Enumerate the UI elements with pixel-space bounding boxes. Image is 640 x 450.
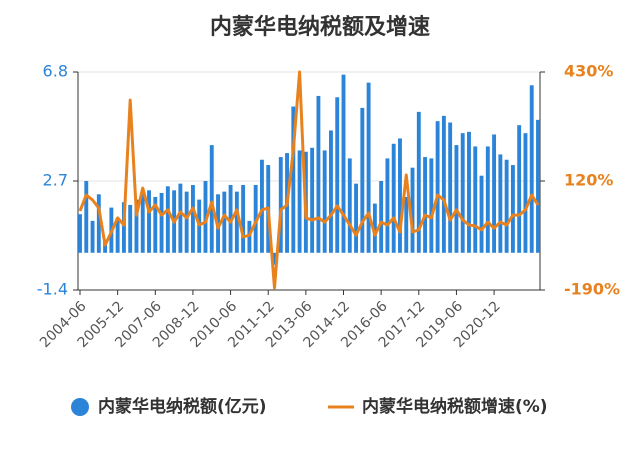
bar xyxy=(90,220,95,253)
bar xyxy=(529,85,534,253)
bar xyxy=(385,158,390,253)
chart-title: 内蒙华电纳税额及增速 xyxy=(210,14,430,40)
y2-tick-label: 430% xyxy=(564,62,613,81)
legend-label[interactable]: 内蒙华电纳税额(亿元) xyxy=(98,396,267,417)
bar xyxy=(441,115,446,253)
bar xyxy=(147,190,151,253)
bar xyxy=(78,214,82,253)
bar xyxy=(485,146,490,253)
bar xyxy=(366,82,371,253)
bar xyxy=(329,130,333,253)
bar xyxy=(278,157,283,253)
bar xyxy=(517,125,522,253)
bar xyxy=(504,159,509,253)
bar xyxy=(448,122,453,253)
legend-label[interactable]: 内蒙华电纳税额增速(%) xyxy=(362,396,548,417)
bar xyxy=(272,252,277,265)
bar xyxy=(247,220,252,253)
bar xyxy=(241,184,246,253)
bar xyxy=(460,133,465,253)
y-tick-label: 6.8 xyxy=(43,62,68,81)
bar xyxy=(335,97,340,253)
bar xyxy=(316,95,321,253)
bar xyxy=(398,138,402,253)
bar xyxy=(347,158,352,253)
bar xyxy=(310,147,315,253)
bar xyxy=(467,131,471,253)
bar xyxy=(203,181,208,253)
bar xyxy=(479,175,484,253)
bar xyxy=(341,74,346,253)
bar xyxy=(510,165,515,253)
line xyxy=(78,70,540,290)
y2-tick-label: -190% xyxy=(564,280,620,299)
bar xyxy=(492,134,497,253)
bar xyxy=(128,204,133,253)
bar xyxy=(134,199,139,253)
bar xyxy=(297,150,302,253)
y-tick-label: -1.4 xyxy=(37,280,68,299)
bar xyxy=(523,133,528,253)
bar xyxy=(190,184,195,253)
bar xyxy=(184,191,189,253)
bar xyxy=(115,218,120,253)
y-tick-label: 2.7 xyxy=(43,171,68,190)
bar xyxy=(354,183,358,253)
bar xyxy=(498,154,503,253)
bar xyxy=(140,192,145,253)
bar xyxy=(429,158,434,253)
bar xyxy=(178,183,183,253)
bar xyxy=(454,145,459,253)
bar xyxy=(473,146,478,253)
bar xyxy=(416,111,421,253)
bar xyxy=(96,194,101,253)
bar xyxy=(410,167,415,253)
bar xyxy=(322,150,327,253)
bar xyxy=(234,191,239,253)
bar xyxy=(84,181,89,253)
bar xyxy=(165,186,170,253)
bar xyxy=(536,119,540,253)
bar xyxy=(435,121,440,253)
bar xyxy=(404,196,409,253)
bar xyxy=(153,196,158,253)
bar xyxy=(209,145,214,253)
bar xyxy=(372,203,377,253)
y2-tick-label: 120% xyxy=(564,171,613,190)
bar xyxy=(291,106,296,253)
bar xyxy=(222,191,227,253)
bar xyxy=(121,202,126,253)
bar xyxy=(360,107,365,253)
legend-swatch[interactable] xyxy=(71,398,89,416)
bar xyxy=(391,143,396,253)
bar xyxy=(379,181,384,253)
bar xyxy=(260,159,264,253)
bar xyxy=(423,157,428,253)
bar xyxy=(159,192,164,253)
